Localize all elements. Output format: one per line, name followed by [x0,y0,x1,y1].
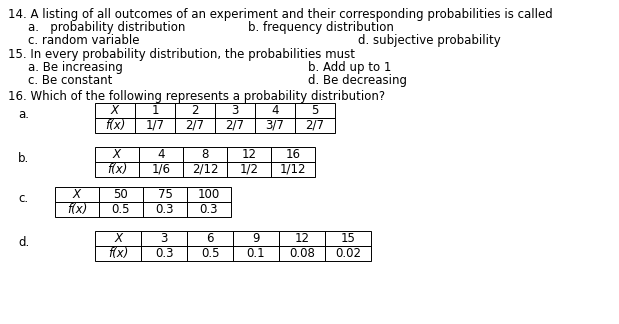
Bar [135,118,175,133]
Bar [183,162,227,177]
Text: 0.08: 0.08 [289,247,315,260]
Text: 2/7: 2/7 [186,119,204,132]
Bar [255,103,295,118]
Bar [95,103,135,118]
Text: X: X [111,104,119,117]
Bar [215,118,255,133]
Text: 0.5: 0.5 [201,247,219,260]
Bar [279,246,325,261]
Bar [183,147,227,162]
Text: 2/12: 2/12 [192,163,219,176]
Text: 6: 6 [206,232,214,245]
Text: c. random variable: c. random variable [28,34,139,47]
Text: b.: b. [18,152,29,165]
Text: b. frequency distribution: b. frequency distribution [248,21,394,34]
Bar [135,103,175,118]
Text: 16. Which of the following represents a probability distribution?: 16. Which of the following represents a … [8,90,385,103]
Bar [95,246,141,261]
Bar [99,187,143,202]
Text: 1/12: 1/12 [280,163,306,176]
Text: f(x): f(x) [105,119,125,132]
Text: f(x): f(x) [107,163,127,176]
Text: 4: 4 [157,148,165,161]
Bar [139,162,183,177]
Text: 15. In every probability distribution, the probabilities must: 15. In every probability distribution, t… [8,48,355,61]
Bar [279,231,325,246]
Text: 1/7: 1/7 [145,119,165,132]
Bar [55,202,99,217]
Bar [233,246,279,261]
Text: 0.5: 0.5 [112,203,130,216]
Bar [143,202,187,217]
Text: c. Be constant: c. Be constant [28,74,113,87]
Text: X: X [73,188,81,201]
Text: a. Be increasing: a. Be increasing [28,61,123,74]
Text: 50: 50 [114,188,128,201]
Bar [187,187,231,202]
Text: c.: c. [18,192,28,205]
Text: 0.3: 0.3 [155,247,173,260]
Bar [95,162,139,177]
Text: 5: 5 [311,104,319,117]
Text: 0.3: 0.3 [200,203,219,216]
Bar [141,246,187,261]
Bar [95,118,135,133]
Bar [143,187,187,202]
Text: d. subjective probability: d. subjective probability [358,34,501,47]
Bar [95,147,139,162]
Text: X: X [113,148,121,161]
Text: d.: d. [18,236,29,249]
Text: 3: 3 [232,104,239,117]
Bar [187,231,233,246]
Text: 1/6: 1/6 [152,163,170,176]
Bar [325,246,371,261]
Text: 0.02: 0.02 [335,247,361,260]
Text: 12: 12 [241,148,256,161]
Text: b. Add up to 1: b. Add up to 1 [308,61,391,74]
Text: f(x): f(x) [67,203,87,216]
Bar [187,202,231,217]
Text: 0.3: 0.3 [156,203,175,216]
Bar [227,147,271,162]
Text: a.   probability distribution: a. probability distribution [28,21,185,34]
Bar [227,162,271,177]
Text: 15: 15 [340,232,355,245]
Text: 0.1: 0.1 [247,247,266,260]
Text: a.: a. [18,108,29,121]
Bar [233,231,279,246]
Bar [99,202,143,217]
Text: 100: 100 [198,188,220,201]
Text: 9: 9 [253,232,260,245]
Text: 2/7: 2/7 [306,119,324,132]
Bar [271,147,315,162]
Bar [271,162,315,177]
Bar [295,103,335,118]
Text: 75: 75 [158,188,173,201]
Bar [55,187,99,202]
Text: 2/7: 2/7 [225,119,245,132]
Text: 14. A listing of all outcomes of an experiment and their corresponding probabili: 14. A listing of all outcomes of an expe… [8,8,553,21]
Text: 3/7: 3/7 [266,119,285,132]
Bar [175,103,215,118]
Bar [325,231,371,246]
Bar [141,231,187,246]
Text: 16: 16 [285,148,300,161]
Text: 3: 3 [160,232,168,245]
Text: 8: 8 [201,148,209,161]
Bar [295,118,335,133]
Bar [139,147,183,162]
Bar [215,103,255,118]
Bar [95,231,141,246]
Bar [187,246,233,261]
Bar [175,118,215,133]
Text: d. Be decreasing: d. Be decreasing [308,74,407,87]
Text: f(x): f(x) [108,247,128,260]
Text: 2: 2 [191,104,199,117]
Text: 4: 4 [271,104,279,117]
Text: 1/2: 1/2 [240,163,259,176]
Text: 12: 12 [295,232,310,245]
Bar [255,118,295,133]
Text: X: X [114,232,122,245]
Text: 1: 1 [151,104,158,117]
